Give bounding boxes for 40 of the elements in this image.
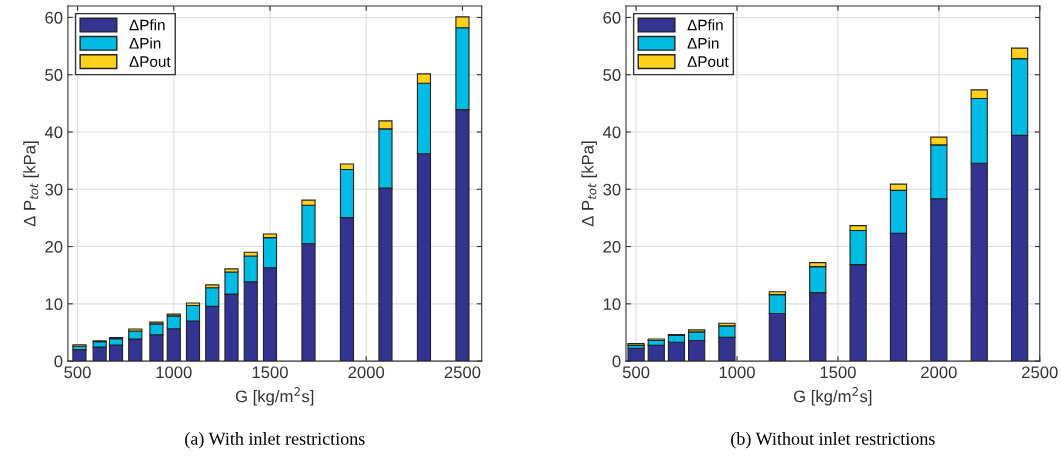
- legend-label: ΔPout: [129, 56, 171, 68]
- y-axis-title: Δ P$_{tot}$ [kPa]: [23, 141, 39, 227]
- x-tick-label: 1000: [719, 366, 755, 379]
- x-tick-label: 1500: [820, 366, 856, 379]
- x-tick-label: 2500: [444, 366, 481, 379]
- bar: [627, 347, 645, 362]
- bar: [647, 344, 665, 362]
- y-tick-label: 50: [45, 69, 63, 81]
- legend-label: ΔPin: [687, 37, 719, 49]
- x-axis-title: G [kg/m$^{2}$s]: [793, 387, 872, 406]
- x-tick-label: 1500: [252, 366, 288, 379]
- x-tick-label: 2000: [348, 366, 385, 379]
- y-tick-label: 50: [603, 69, 621, 81]
- y-tick-label: 40: [44, 126, 63, 139]
- x-tick-label: 500: [622, 366, 650, 379]
- x-tick-label: 2000: [921, 366, 957, 379]
- y-tick-label: 30: [45, 183, 63, 196]
- x-tick-label: 2500: [1022, 366, 1058, 379]
- y-tick-label: 10: [45, 298, 63, 311]
- y-tick-label: 60: [603, 11, 621, 24]
- y-tick-label: 60: [45, 11, 63, 24]
- legend-label: ΔPfin: [687, 19, 723, 31]
- y-tick-label: 20: [603, 240, 621, 253]
- bar: [72, 349, 87, 362]
- legend-label: ΔPout: [687, 56, 729, 68]
- y-tick-label: 40: [602, 126, 621, 139]
- text: (b) Without inlet restrictions: [731, 432, 935, 449]
- legend-label: ΔPin: [129, 37, 161, 49]
- y-tick-label: 0: [612, 355, 621, 368]
- y-axis-title: Δ P$_{tot}$ [kPa]: [581, 141, 597, 227]
- x-tick-label: 1000: [156, 366, 192, 379]
- legend-label: ΔPfin: [129, 19, 165, 31]
- y-tick-label: 30: [603, 183, 621, 196]
- bar: [92, 346, 107, 362]
- x-tick-label: 500: [64, 366, 91, 379]
- y-tick-label: 10: [603, 298, 621, 311]
- text: (a) With inlet restrictions: [185, 432, 365, 449]
- y-tick-label: 20: [45, 240, 63, 253]
- x-axis-title: G [kg/m$^{2}$s]: [235, 387, 314, 406]
- y-tick-label: 0: [54, 355, 63, 368]
